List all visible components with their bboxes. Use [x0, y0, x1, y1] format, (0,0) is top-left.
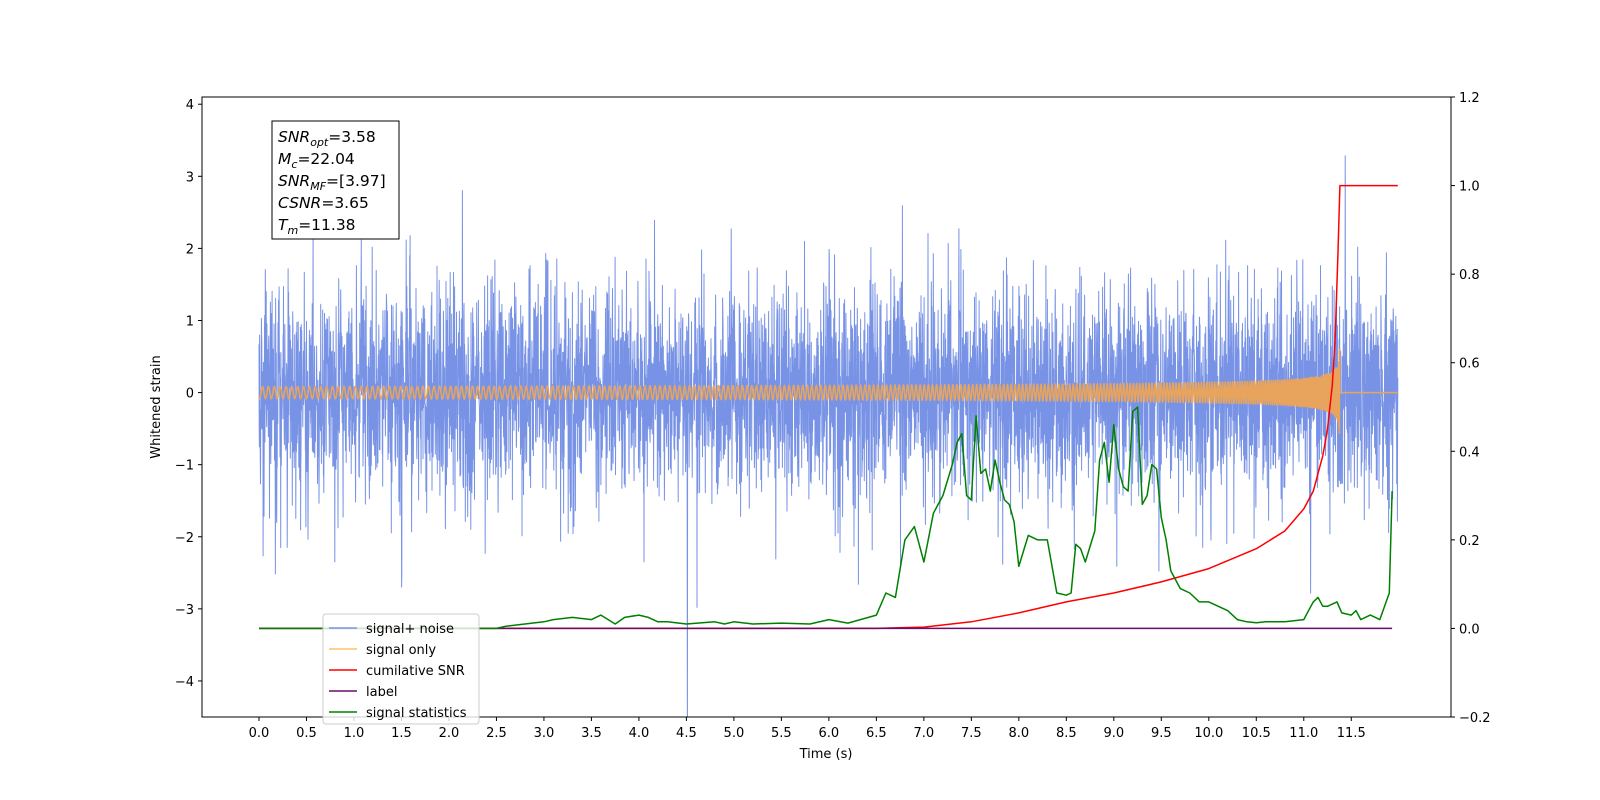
y-axis-label: Whitened strain: [149, 355, 164, 458]
y-tick-label-left: −1: [175, 459, 194, 474]
x-tick-label: 8.5: [1056, 726, 1077, 741]
x-tick-label: 11.5: [1337, 726, 1366, 741]
x-tick-label: 0.5: [296, 726, 317, 741]
x-tick-label: 7.5: [961, 726, 982, 741]
x-tick-label: 1.5: [391, 726, 412, 741]
y-tick-label-left: 0: [186, 387, 194, 402]
x-axis: 0.0 0.5 1.0 1.5 2.0 2.5 3.0 3.5 4.0 4.5 5.0 5.5 6.0 6…: [249, 717, 1366, 741]
y-tick-label-right: 0.6: [1459, 357, 1480, 372]
legend-label: label: [366, 685, 397, 700]
x-tick-label: 5.0: [724, 726, 745, 741]
y-tick-label-left: 1: [186, 314, 194, 329]
x-tick-label: 10.5: [1242, 726, 1271, 741]
x-axis-label: Time (s): [799, 747, 853, 762]
x-tick-label: 0.0: [249, 726, 270, 741]
y-axis-left: 4 3 2 1 0 −1 −2 −3 −4: [175, 98, 202, 690]
x-tick-label: 9.5: [1151, 726, 1172, 741]
y-tick-label-right: 0.8: [1459, 268, 1480, 283]
x-tick-label: 7.0: [914, 726, 935, 741]
y-tick-label-right: 0.2: [1459, 534, 1480, 549]
y-tick-label-right: 0.4: [1459, 445, 1480, 460]
legend: signal+ noise signal only cumilative SNR la…: [322, 613, 480, 725]
stat-line: SNRMF=[3.97]: [278, 172, 386, 193]
x-tick-label: 11.0: [1289, 726, 1318, 741]
legend-label: signal+ noise: [366, 622, 454, 637]
y-tick-label-left: −2: [175, 531, 194, 546]
stat-line: Tm=11.38: [278, 216, 356, 237]
legend-label: signal only: [366, 643, 436, 658]
x-tick-label: 8.0: [1008, 726, 1029, 741]
y-tick-label-left: −3: [175, 603, 194, 618]
y-tick-label-left: 2: [186, 242, 194, 257]
y-tick-label-left: 4: [186, 98, 194, 113]
legend-label: cumilative SNR: [366, 664, 465, 679]
stat-line: CSNR=3.65: [278, 194, 369, 212]
y-tick-label-left: −4: [175, 675, 194, 690]
x-tick-label: 3.5: [581, 726, 602, 741]
y-tick-label-right: 1.2: [1459, 91, 1480, 106]
y-tick-label-right: 1.0: [1459, 180, 1480, 195]
series-signal-only: [258, 347, 1399, 435]
plot-frame: [201, 96, 1452, 718]
series-cumilative-snr: [259, 184, 1398, 630]
stat-line: SNRopt=3.58: [278, 128, 376, 149]
x-tick-label: 2.5: [486, 726, 507, 741]
y-axis-right: 1.2 1.0 0.8 0.6 0.4 0.2 0.0 −0.2: [1451, 91, 1491, 726]
series-signal-statistics: [259, 406, 1393, 630]
stat-line: Mc=22.04: [278, 150, 355, 171]
x-tick-label: 10.0: [1194, 726, 1223, 741]
x-tick-label: 5.5: [771, 726, 792, 741]
x-tick-label: 9.0: [1103, 726, 1124, 741]
x-tick-label: 3.0: [534, 726, 555, 741]
x-tick-label: 4.0: [629, 726, 650, 741]
y-tick-label-left: 3: [186, 170, 194, 185]
x-tick-label: 6.5: [866, 726, 887, 741]
x-tick-label: 6.0: [819, 726, 840, 741]
x-tick-label: 1.0: [344, 726, 365, 741]
x-tick-label: 4.5: [676, 726, 697, 741]
legend-label: signal statistics: [366, 706, 467, 721]
y-tick-label-right: 0.0: [1459, 622, 1480, 637]
y-tick-label-right: −0.2: [1459, 711, 1491, 726]
stats-box: SNRopt=3.58Mc=22.04SNRMF=[3.97]CSNR=3.65…: [271, 120, 400, 240]
x-tick-label: 2.0: [439, 726, 460, 741]
